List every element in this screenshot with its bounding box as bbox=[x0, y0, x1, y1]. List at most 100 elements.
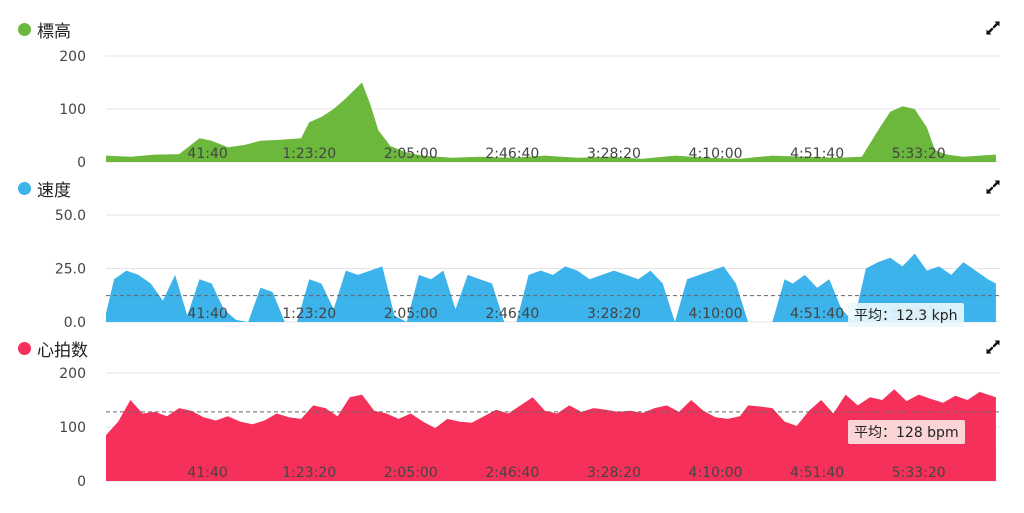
heart-rate-x-tick-label: 41:40 bbox=[187, 465, 227, 481]
speed-data-point bbox=[650, 270, 652, 272]
elevation-panel: 標高 0 100 200 41:40 1:23:20 2:05:00 2:46:40 3:28… bbox=[0, 0, 1024, 171]
elevation-x-tick-label: 4:10:00 bbox=[689, 146, 743, 162]
expand-arrows-icon[interactable] bbox=[984, 338, 1002, 356]
elevation-x-tick-label: 5:33:20 bbox=[892, 146, 946, 162]
elevation-x-tick-label: 3:28:20 bbox=[587, 146, 641, 162]
heart-rate-data-point bbox=[520, 404, 522, 406]
heart-rate-y-tick-label: 200 bbox=[59, 366, 86, 382]
elevation-data-point bbox=[154, 154, 156, 156]
speed-data-point bbox=[381, 265, 383, 267]
elevation-data-point bbox=[353, 89, 355, 91]
heart-rate-data-point bbox=[215, 420, 217, 422]
speed-data-point bbox=[589, 278, 591, 280]
speed-data-point bbox=[479, 278, 481, 280]
speed-y-tick-label: 0.0 bbox=[64, 315, 86, 331]
elevation-data-point bbox=[576, 157, 578, 159]
heart-rate-data-point bbox=[300, 418, 302, 420]
heart-rate-data-point bbox=[881, 399, 883, 401]
heart-rate-data-point bbox=[747, 404, 749, 406]
heart-rate-data-point bbox=[995, 396, 997, 398]
heart-rate-x-tick-label: 3:28:20 bbox=[587, 465, 641, 481]
speed-data-point bbox=[792, 283, 794, 285]
heart-rate-legend-dot bbox=[18, 342, 31, 355]
heart-rate-y-tick-label: 0 bbox=[77, 474, 86, 490]
heart-rate-data-point bbox=[349, 396, 351, 398]
elevation-title-label: 標高 bbox=[37, 22, 71, 42]
elevation-data-point bbox=[674, 155, 676, 157]
heart-rate-data-point bbox=[264, 420, 266, 422]
heart-rate-data-point bbox=[906, 400, 908, 402]
heart-rate-data-point bbox=[979, 391, 981, 393]
elevation-data-point bbox=[333, 108, 335, 110]
heart-rate-title-label: 心拍数 bbox=[37, 341, 88, 361]
heart-rate-data-point bbox=[251, 423, 253, 425]
elevation-data-point bbox=[178, 153, 180, 155]
heart-rate-data-point bbox=[690, 399, 692, 401]
heart-rate-data-point bbox=[678, 411, 680, 413]
heart-rate-data-point bbox=[605, 409, 607, 411]
heart-rate-data-point bbox=[324, 407, 326, 409]
elevation-x-tick-label: 1:23:20 bbox=[282, 146, 336, 162]
elevation-data-point bbox=[105, 155, 107, 157]
heart-rate-data-point bbox=[893, 388, 895, 390]
speed-data-point bbox=[211, 283, 213, 285]
elevation-data-point bbox=[771, 155, 773, 157]
speed-data-point bbox=[723, 265, 725, 267]
elevation-data-point bbox=[361, 82, 363, 84]
heart-rate-data-point bbox=[832, 413, 834, 415]
speed-panel: 速度 0.0 25.0 50.0 41:40 1:23:20 2:05:00 2:46:40… bbox=[0, 170, 1024, 331]
elevation-x-tick-label: 41:40 bbox=[187, 146, 227, 162]
speed-data-point bbox=[235, 319, 237, 321]
speed-x-tick-label: 2:05:00 bbox=[384, 306, 438, 322]
elevation-data-point bbox=[259, 140, 261, 142]
elevation-data-point bbox=[211, 140, 213, 142]
heart-rate-data-point bbox=[117, 421, 119, 423]
heart-rate-data-point bbox=[203, 416, 205, 418]
speed-data-point bbox=[674, 321, 676, 323]
speed-data-point bbox=[369, 270, 371, 272]
speed-data-point bbox=[698, 274, 700, 276]
elevation-data-point bbox=[243, 144, 245, 146]
speed-data-point bbox=[138, 274, 140, 276]
elevation-data-point bbox=[479, 156, 481, 158]
elevation-data-point bbox=[129, 156, 131, 158]
heart-rate-data-point bbox=[784, 421, 786, 423]
speed-data-point bbox=[995, 283, 997, 285]
heart-rate-data-point bbox=[483, 415, 485, 417]
speed-data-point bbox=[950, 274, 952, 276]
elevation-data-point bbox=[345, 97, 347, 99]
heart-rate-data-point bbox=[288, 416, 290, 418]
heart-rate-data-point bbox=[544, 410, 546, 412]
speed-data-point bbox=[759, 321, 761, 323]
heart-rate-data-point bbox=[593, 407, 595, 409]
speed-data-point bbox=[902, 265, 904, 267]
speed-data-point bbox=[430, 278, 432, 280]
speed-x-tick-label: 3:28:20 bbox=[587, 306, 641, 322]
expand-arrows-icon[interactable] bbox=[984, 178, 1002, 196]
heart-rate-data-point bbox=[942, 402, 944, 404]
speed-data-point bbox=[491, 283, 493, 285]
elevation-x-tick-label: 2:05:00 bbox=[384, 146, 438, 162]
elevation-data-point bbox=[300, 137, 302, 139]
heart-rate-data-point bbox=[654, 407, 656, 409]
heart-rate-data-point bbox=[459, 421, 461, 423]
heart-rate-panel: 心拍数 0 100 200 41:40 1:23:20 2:05:00 2:46:40 3:2… bbox=[0, 330, 1024, 513]
heart-rate-data-point bbox=[820, 399, 822, 401]
heart-rate-data-point bbox=[410, 413, 412, 415]
speed-data-point bbox=[162, 300, 164, 302]
heart-rate-data-point bbox=[434, 427, 436, 429]
heart-rate-y-tick-label: 100 bbox=[59, 420, 86, 436]
heart-rate-data-point bbox=[142, 413, 144, 415]
speed-x-tick-label: 1:23:20 bbox=[282, 306, 336, 322]
elevation-data-point bbox=[962, 156, 964, 158]
expand-arrows-icon[interactable] bbox=[984, 19, 1002, 37]
speed-data-point bbox=[938, 265, 940, 267]
speed-data-point bbox=[308, 278, 310, 280]
speed-data-point bbox=[747, 321, 749, 323]
heart-rate-data-point bbox=[666, 404, 668, 406]
elevation-data-point bbox=[877, 129, 879, 131]
speed-data-point bbox=[113, 278, 115, 280]
speed-data-point bbox=[125, 270, 127, 272]
elevation-data-point bbox=[280, 139, 282, 141]
heart-rate-data-point bbox=[568, 404, 570, 406]
